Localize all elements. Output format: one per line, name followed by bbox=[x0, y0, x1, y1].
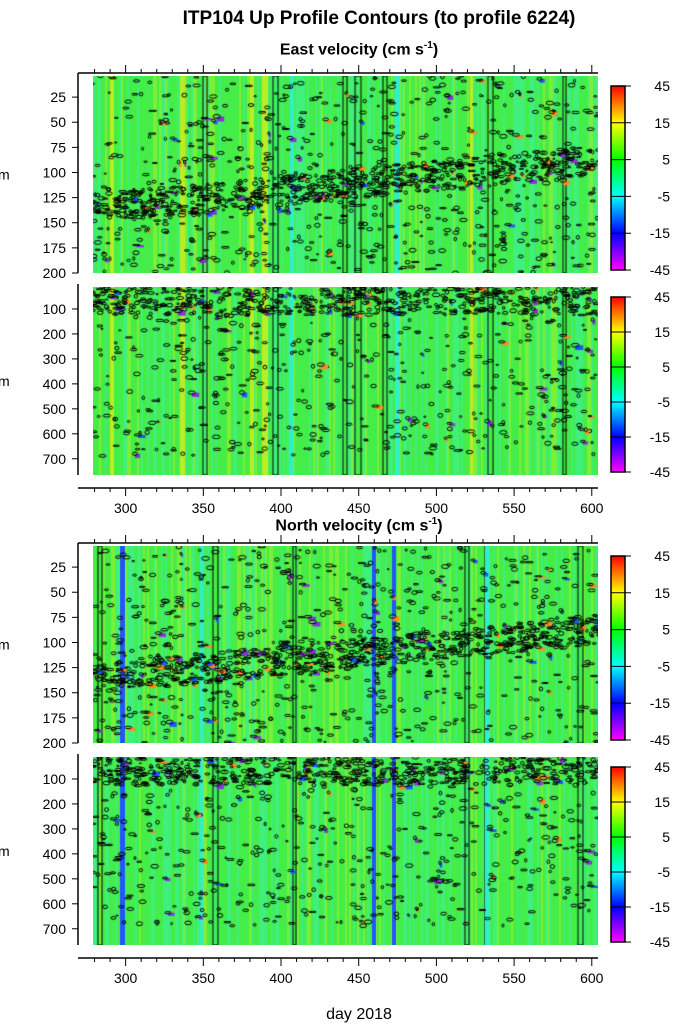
y-tick-label: 150 bbox=[43, 215, 67, 231]
y-tick-label: 175 bbox=[43, 710, 67, 726]
colorbar bbox=[610, 85, 626, 271]
y-tick-label: 300 bbox=[43, 351, 67, 367]
y-tick-label: 600 bbox=[43, 426, 67, 442]
y-tick-label: 125 bbox=[43, 660, 67, 676]
colorbar bbox=[610, 555, 626, 741]
y-tick-label: 100 bbox=[43, 164, 67, 180]
y-tick-label: 150 bbox=[43, 685, 67, 701]
colorbar-tick-label: 45 bbox=[654, 78, 670, 94]
x-tick-label: 450 bbox=[347, 970, 371, 986]
y-axis-label: m bbox=[0, 373, 10, 389]
title-text: East velocity (cm s bbox=[279, 41, 424, 59]
x-tick-label: 550 bbox=[502, 500, 526, 516]
y-axis-label: m bbox=[0, 167, 10, 183]
colorbar-tick-label: -45 bbox=[650, 262, 670, 278]
colorbar-tick-label: -45 bbox=[650, 464, 670, 480]
y-tick-label: 25 bbox=[50, 559, 66, 575]
colorbar-tick-label: -15 bbox=[650, 899, 670, 915]
y-tick-label: 700 bbox=[43, 921, 67, 937]
colorbar-tick-label: -45 bbox=[650, 934, 670, 950]
colorbar-tick-label: 15 bbox=[654, 324, 670, 340]
y-tick-label: 125 bbox=[43, 190, 67, 206]
y-tick-label: 100 bbox=[43, 634, 67, 650]
x-tick-label: 300 bbox=[114, 500, 138, 516]
velocity-field-1 bbox=[93, 76, 598, 273]
title-text: North velocity (cm s bbox=[275, 517, 429, 535]
velocity-field-2 bbox=[93, 287, 598, 475]
colorbar-tick-label: 15 bbox=[654, 115, 670, 131]
x-axis-label: day 2018 bbox=[326, 1006, 392, 1023]
colorbar-tick-label: 15 bbox=[654, 794, 670, 810]
main-title: ITP104 Up Profile Contours (to profile 6… bbox=[182, 8, 576, 29]
y-tick-label: 500 bbox=[43, 871, 67, 887]
colorbar-tick-label: 45 bbox=[654, 759, 670, 775]
y-tick-label: 175 bbox=[43, 240, 67, 256]
colorbar-tick-label: 45 bbox=[654, 548, 670, 564]
colorbar-tick-label: 5 bbox=[662, 359, 670, 375]
y-axis-label: m bbox=[0, 843, 10, 859]
x-tick-label: 600 bbox=[580, 970, 604, 986]
colorbar-tick-label: 45 bbox=[654, 289, 670, 305]
x-tick-label: 300 bbox=[114, 970, 138, 986]
y-tick-label: 400 bbox=[43, 846, 67, 862]
x-tick-label: 450 bbox=[347, 500, 371, 516]
y-tick-label: 600 bbox=[43, 896, 67, 912]
y-tick-label: 100 bbox=[43, 301, 67, 317]
colorbar-tick-label: -5 bbox=[658, 394, 671, 410]
east-velocity-title: East velocity (cm s-1) bbox=[0, 40, 698, 59]
colorbar bbox=[610, 766, 626, 943]
y-tick-label: 400 bbox=[43, 376, 67, 392]
y-tick-label: 100 bbox=[43, 771, 67, 787]
north-velocity-title: North velocity (cm s-1) bbox=[0, 516, 698, 535]
x-tick-label: 500 bbox=[425, 970, 449, 986]
title-sup: -1 bbox=[428, 516, 438, 527]
x-tick-label: 550 bbox=[502, 970, 526, 986]
y-tick-label: 300 bbox=[43, 821, 67, 837]
y-tick-label: 200 bbox=[43, 796, 67, 812]
y-tick-label: 500 bbox=[43, 401, 67, 417]
colorbar-tick-label: -5 bbox=[658, 864, 671, 880]
x-tick-label: 350 bbox=[192, 970, 216, 986]
colorbar-tick-label: -15 bbox=[650, 695, 670, 711]
title-end: ) bbox=[432, 41, 439, 59]
y-tick-label: 75 bbox=[50, 139, 66, 155]
colorbar-tick-label: -5 bbox=[658, 658, 671, 674]
y-tick-label: 200 bbox=[43, 735, 67, 751]
colorbar-tick-label: 5 bbox=[662, 152, 670, 168]
colorbar-tick-label: -15 bbox=[650, 225, 670, 241]
y-tick-label: 50 bbox=[50, 584, 66, 600]
title-sup: -1 bbox=[423, 40, 433, 51]
colorbar bbox=[610, 296, 626, 473]
y-tick-label: 200 bbox=[43, 326, 67, 342]
x-tick-label: 600 bbox=[580, 500, 604, 516]
y-axis-label: m bbox=[0, 637, 10, 653]
y-tick-label: 75 bbox=[50, 609, 66, 625]
x-tick-label: 350 bbox=[192, 500, 216, 516]
colorbar-tick-label: -45 bbox=[650, 732, 670, 748]
x-tick-label: 500 bbox=[425, 500, 449, 516]
velocity-field-3 bbox=[93, 546, 598, 743]
y-tick-label: 200 bbox=[43, 265, 67, 281]
colorbar-tick-label: 15 bbox=[654, 585, 670, 601]
y-tick-label: 700 bbox=[43, 451, 67, 467]
x-tick-label: 400 bbox=[269, 970, 293, 986]
colorbar-tick-label: -15 bbox=[650, 429, 670, 445]
colorbar-tick-label: 5 bbox=[662, 829, 670, 845]
y-tick-label: 25 bbox=[50, 89, 66, 105]
velocity-field-4 bbox=[93, 757, 598, 945]
colorbar-tick-label: -5 bbox=[658, 188, 671, 204]
colorbar-tick-label: 5 bbox=[662, 622, 670, 638]
x-tick-label: 400 bbox=[269, 500, 293, 516]
y-tick-label: 50 bbox=[50, 114, 66, 130]
title-end: ) bbox=[437, 517, 443, 535]
